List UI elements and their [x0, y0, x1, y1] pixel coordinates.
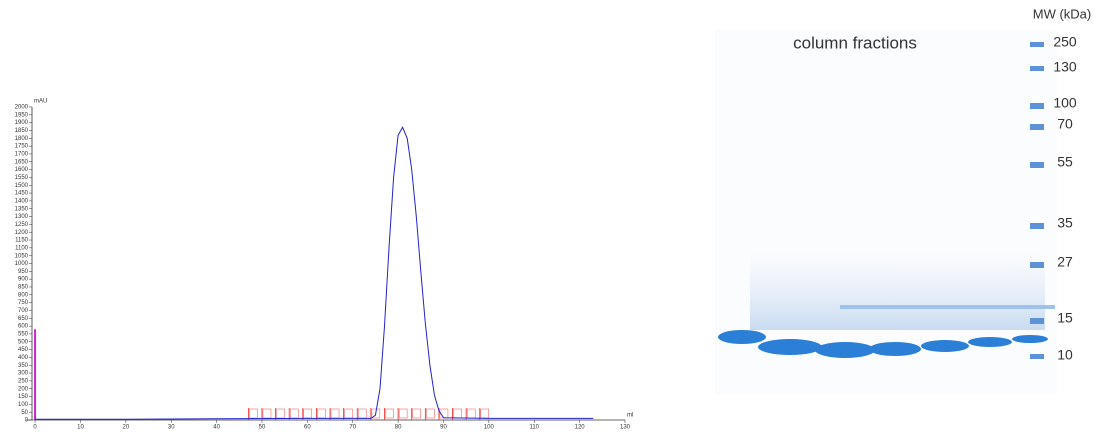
y-tick-label: 100 — [18, 402, 29, 408]
mw-marker-label: 250 — [1053, 34, 1077, 50]
y-tick-label: 1550 — [15, 175, 29, 181]
x-tick-label: 80 — [395, 425, 402, 431]
fraction-box — [413, 409, 421, 418]
fraction-box — [481, 409, 489, 418]
fraction-box — [263, 409, 271, 418]
mw-label: MW (kDa) — [1033, 6, 1092, 21]
uv-trace — [35, 127, 593, 419]
y-tick-label: 1400 — [15, 198, 29, 204]
y-tick-label: 750 — [18, 300, 29, 306]
y-tick-label: 500 — [18, 339, 29, 345]
x-tick-label: 110 — [529, 425, 539, 431]
x-tick-label: 70 — [349, 425, 356, 431]
injection-mark — [34, 329, 36, 420]
y-tick-label: 800 — [18, 292, 29, 298]
y-tick-label: 850 — [18, 285, 29, 291]
y-tick-label: 350 — [18, 363, 29, 369]
mw-marker-label: 70 — [1057, 116, 1073, 132]
figure: column fractions MW (kDa) 05010015020025… — [0, 0, 1100, 436]
fraction-box — [385, 409, 393, 418]
fraction-box — [426, 409, 434, 418]
x-tick-label: 50 — [259, 425, 266, 431]
mw-marker-label: 10 — [1057, 347, 1073, 363]
mw-marker-label: 100 — [1053, 95, 1077, 111]
y-tick-label: 650 — [18, 316, 29, 322]
x-tick-label: 40 — [213, 425, 220, 431]
y-tick-label: 400 — [18, 355, 29, 361]
x-tick-label: 30 — [168, 425, 175, 431]
fraction-box — [317, 409, 325, 418]
fraction-box — [290, 409, 298, 418]
y-tick-label: 1850 — [15, 128, 29, 134]
fraction-box — [331, 409, 339, 418]
x-tick-label: 20 — [122, 425, 129, 431]
y-tick-label: 1150 — [15, 238, 29, 244]
x-tick-label: 130 — [620, 425, 631, 431]
y-tick-label: 900 — [18, 277, 29, 283]
y-tick-label: 700 — [18, 308, 29, 314]
fraction-box — [467, 409, 475, 418]
y-tick-label: 1500 — [15, 183, 29, 189]
y-tick-label: 1200 — [15, 230, 29, 236]
y-tick-label: 600 — [18, 324, 29, 330]
y-tick-label: 0 — [25, 418, 29, 424]
y-tick-label: 1450 — [15, 191, 29, 197]
y-tick-label: 1900 — [15, 120, 29, 126]
x-tick-label: 120 — [575, 425, 586, 431]
y-tick-label: 1300 — [15, 214, 29, 220]
mw-marker-label: 15 — [1057, 310, 1073, 326]
y-tick-label: 1950 — [15, 112, 29, 118]
gel-smear — [750, 250, 1045, 330]
y-tick-label: 1800 — [15, 136, 29, 142]
y-tick-label: 1250 — [15, 222, 29, 228]
y-tick-label: 300 — [18, 371, 29, 377]
y-tick-label: 200 — [18, 386, 29, 392]
y-tick-label: 1100 — [15, 245, 29, 251]
y-tick-label: 50 — [21, 410, 28, 416]
y-tick-label: 1700 — [15, 152, 29, 158]
y-axis-label: mAU — [34, 99, 47, 105]
y-tick-label: 1000 — [15, 261, 29, 267]
y-tick-label: 450 — [18, 347, 29, 353]
mw-marker-label: 55 — [1057, 154, 1073, 170]
x-tick-label: 90 — [440, 425, 447, 431]
x-axis-label: ml — [627, 413, 633, 419]
mw-marker-label: 27 — [1057, 254, 1073, 270]
y-tick-label: 1350 — [15, 206, 29, 212]
y-tick-label: 1600 — [15, 167, 29, 173]
fraction-box — [249, 409, 257, 418]
y-tick-label: 1650 — [15, 159, 29, 165]
fraction-box — [277, 409, 285, 418]
y-tick-label: 150 — [18, 394, 29, 400]
fraction-box — [304, 409, 312, 418]
mw-marker-label: 130 — [1053, 59, 1077, 75]
fraction-box — [358, 409, 366, 418]
y-tick-label: 1750 — [15, 144, 29, 150]
y-tick-label: 950 — [18, 269, 29, 275]
fraction-box — [345, 409, 353, 418]
y-tick-label: 1050 — [15, 253, 29, 259]
x-tick-label: 60 — [304, 425, 311, 431]
x-tick-label: 10 — [77, 425, 84, 431]
mw-marker-label: 35 — [1057, 215, 1073, 231]
x-tick-label: 100 — [484, 425, 495, 431]
fraction-box — [454, 409, 462, 418]
y-tick-label: 250 — [18, 378, 29, 384]
x-tick-label: 0 — [33, 425, 37, 431]
y-tick-label: 2000 — [15, 105, 29, 111]
gel-title: column fractions — [793, 33, 917, 52]
y-tick-label: 550 — [18, 332, 29, 338]
fraction-box — [399, 409, 407, 418]
